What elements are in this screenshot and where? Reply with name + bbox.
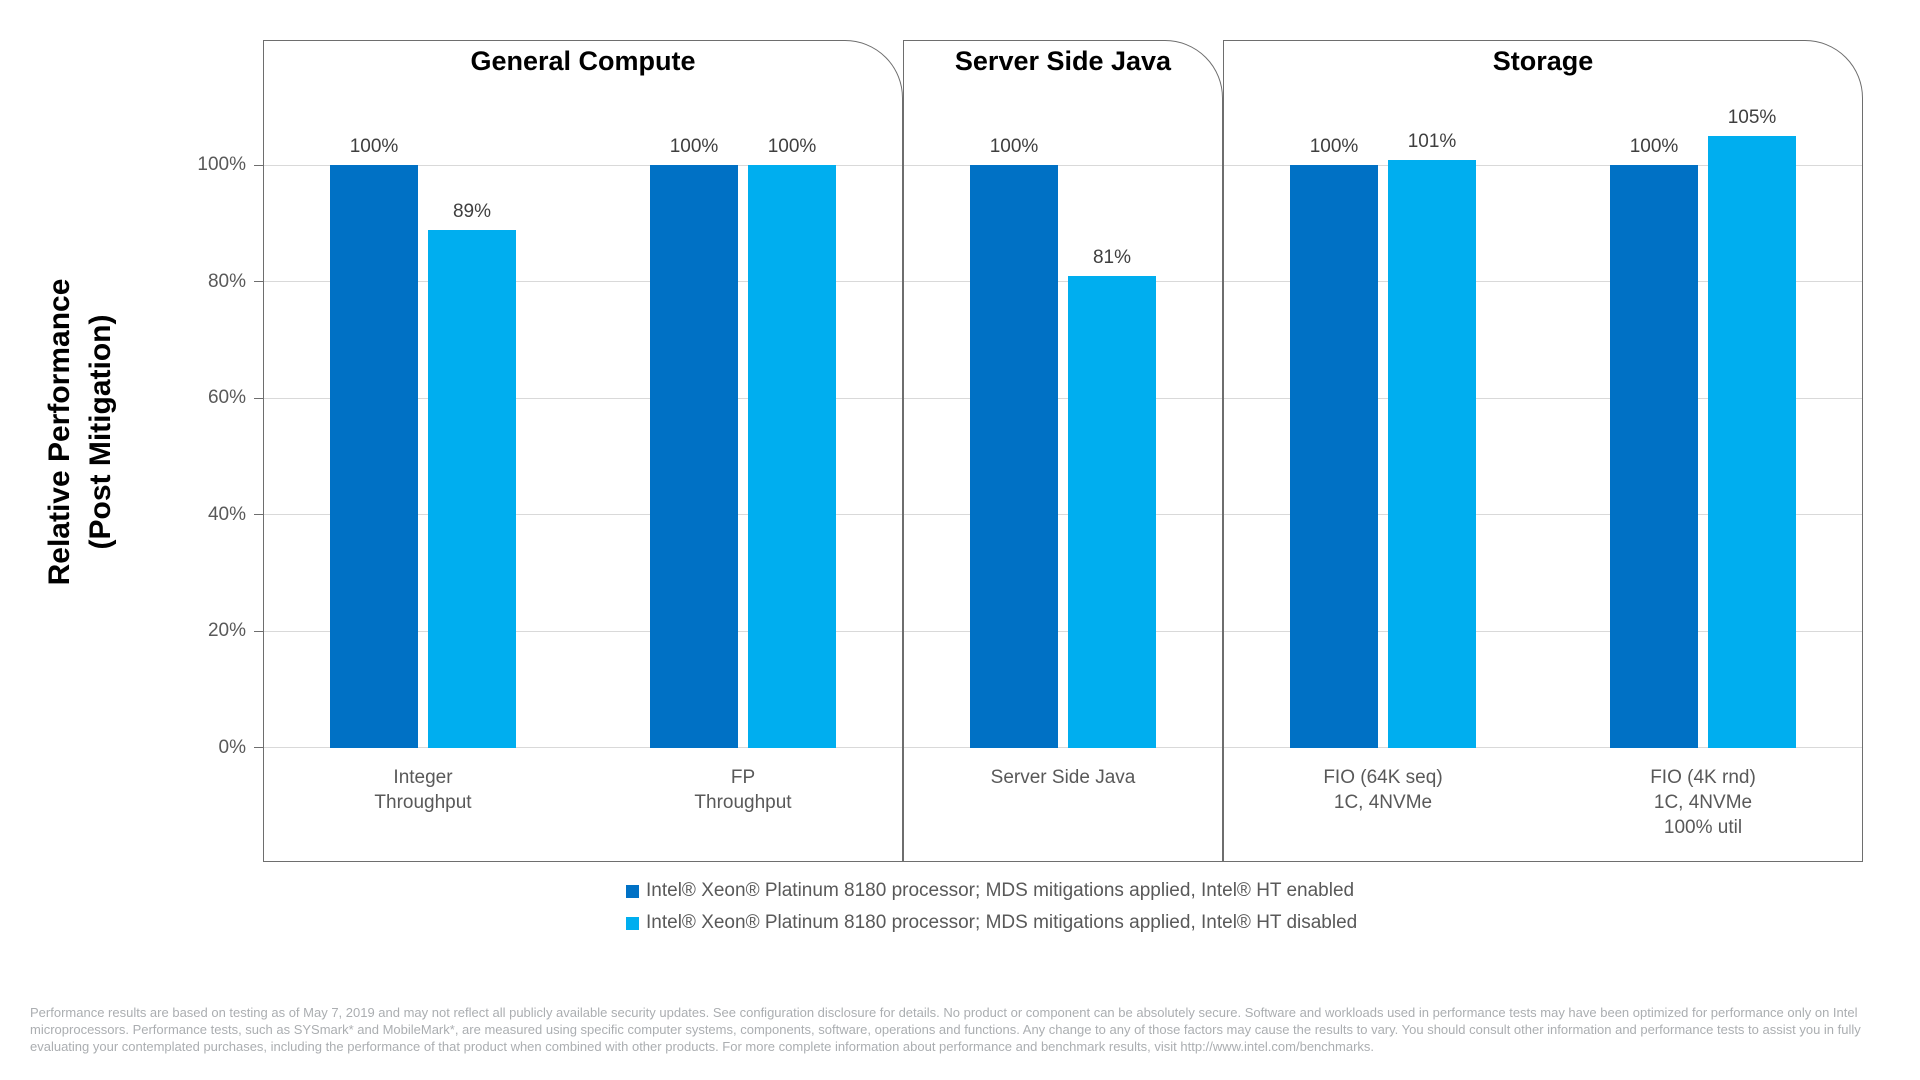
- bar-ht-disabled: [748, 164, 836, 748]
- gridline: [263, 397, 1863, 399]
- category-label-line: 100% util: [1663, 817, 1743, 838]
- y-axis-title: Relative Performance (Post Mitigation): [39, 279, 121, 586]
- x-axis-line: [263, 747, 1863, 748]
- bar-ht-enabled: [970, 164, 1058, 748]
- category-label-line: FP: [730, 767, 756, 788]
- category-label-line: 1C, 4NVMe: [1653, 792, 1753, 813]
- bar-ht-enabled: [330, 164, 418, 748]
- bar-ht-disabled: [1388, 159, 1476, 748]
- bar-ht-enabled: [1290, 164, 1378, 748]
- category-label-line: 1C, 4NVMe: [1333, 792, 1433, 813]
- category-label: FIO (4K rnd) 1C, 4NVMe 100% util: [1553, 765, 1853, 840]
- y-tick-mark: [254, 630, 263, 632]
- bar-value-label: 100%: [1309, 135, 1359, 157]
- legend-item-ht-enabled: Intel® Xeon® Platinum 8180 processor; MD…: [626, 880, 1357, 902]
- bar-value-label: 100%: [767, 135, 817, 157]
- bar-value-label: 81%: [1092, 246, 1132, 268]
- legend-label-ht-enabled: Intel® Xeon® Platinum 8180 processor; MD…: [646, 880, 1355, 901]
- bar-value-label: 100%: [349, 135, 399, 157]
- bar-value-label: 100%: [669, 135, 719, 157]
- category-label: FIO (64K seq) 1C, 4NVMe: [1233, 765, 1533, 815]
- y-tick-label: 100%: [197, 154, 246, 175]
- panel-title: General Compute: [470, 46, 696, 76]
- y-axis-title-line1: Relative Performance: [43, 278, 76, 586]
- legend-item-ht-disabled: Intel® Xeon® Platinum 8180 processor; MD…: [626, 912, 1357, 934]
- y-tick-mark: [254, 397, 263, 399]
- panel-storage: Storage: [1223, 40, 1863, 862]
- bar-ht-disabled: [1708, 135, 1796, 748]
- legend-swatch-ht-disabled: [626, 916, 639, 930]
- y-tick-label: 60%: [207, 387, 246, 408]
- category-label-line: Throughput: [374, 792, 472, 813]
- legend-label-ht-disabled: Intel® Xeon® Platinum 8180 processor; MD…: [646, 912, 1358, 933]
- legend-swatch-ht-enabled: [626, 884, 639, 898]
- disclaimer-text: Performance results are based on testing…: [30, 1005, 1861, 1054]
- category-label: Server Side Java: [913, 765, 1213, 790]
- category-label-line: FIO (4K rnd): [1650, 767, 1756, 788]
- category-label: FP Throughput: [593, 765, 893, 815]
- y-tick-label: 20%: [207, 620, 246, 641]
- y-tick-mark: [254, 281, 263, 282]
- category-label-line: Throughput: [694, 792, 792, 813]
- category-label-line: Integer: [393, 767, 453, 788]
- panel-title: Server Side Java: [954, 46, 1172, 76]
- y-axis-title-line2: (Post Mitigation): [84, 314, 117, 550]
- y-tick-mark: [254, 514, 263, 515]
- bar-value-label: 100%: [989, 135, 1039, 157]
- panel-title: Storage: [1492, 46, 1594, 76]
- gridline: [263, 514, 1863, 515]
- bar-value-label: 89%: [452, 200, 492, 222]
- gridline: [263, 630, 1863, 632]
- panel-server-side-java: Server Side Java: [903, 40, 1223, 862]
- bar-ht-enabled: [650, 164, 738, 748]
- legend: Intel® Xeon® Platinum 8180 processor; MD…: [626, 880, 1357, 934]
- y-tick-label: 0%: [218, 736, 246, 758]
- category-label: Integer Throughput: [273, 765, 573, 815]
- y-tick-mark: [254, 747, 263, 748]
- panel-general-compute: General Compute: [263, 40, 903, 862]
- bar-value-label: 100%: [1629, 135, 1679, 157]
- gridline: [263, 164, 1863, 166]
- category-label-line: Server Side Java: [990, 767, 1136, 788]
- bar-ht-enabled: [1610, 164, 1698, 748]
- category-label-line: FIO (64K seq): [1323, 767, 1443, 788]
- bar-value-label: 101%: [1407, 130, 1457, 152]
- y-tick-label: 80%: [207, 270, 246, 292]
- y-tick-mark: [254, 164, 263, 166]
- bar-ht-disabled: [428, 229, 516, 748]
- bar-value-label: 105%: [1727, 106, 1777, 128]
- gridline: [263, 281, 1863, 282]
- y-tick-label: 40%: [207, 503, 246, 525]
- bar-ht-disabled: [1068, 275, 1156, 748]
